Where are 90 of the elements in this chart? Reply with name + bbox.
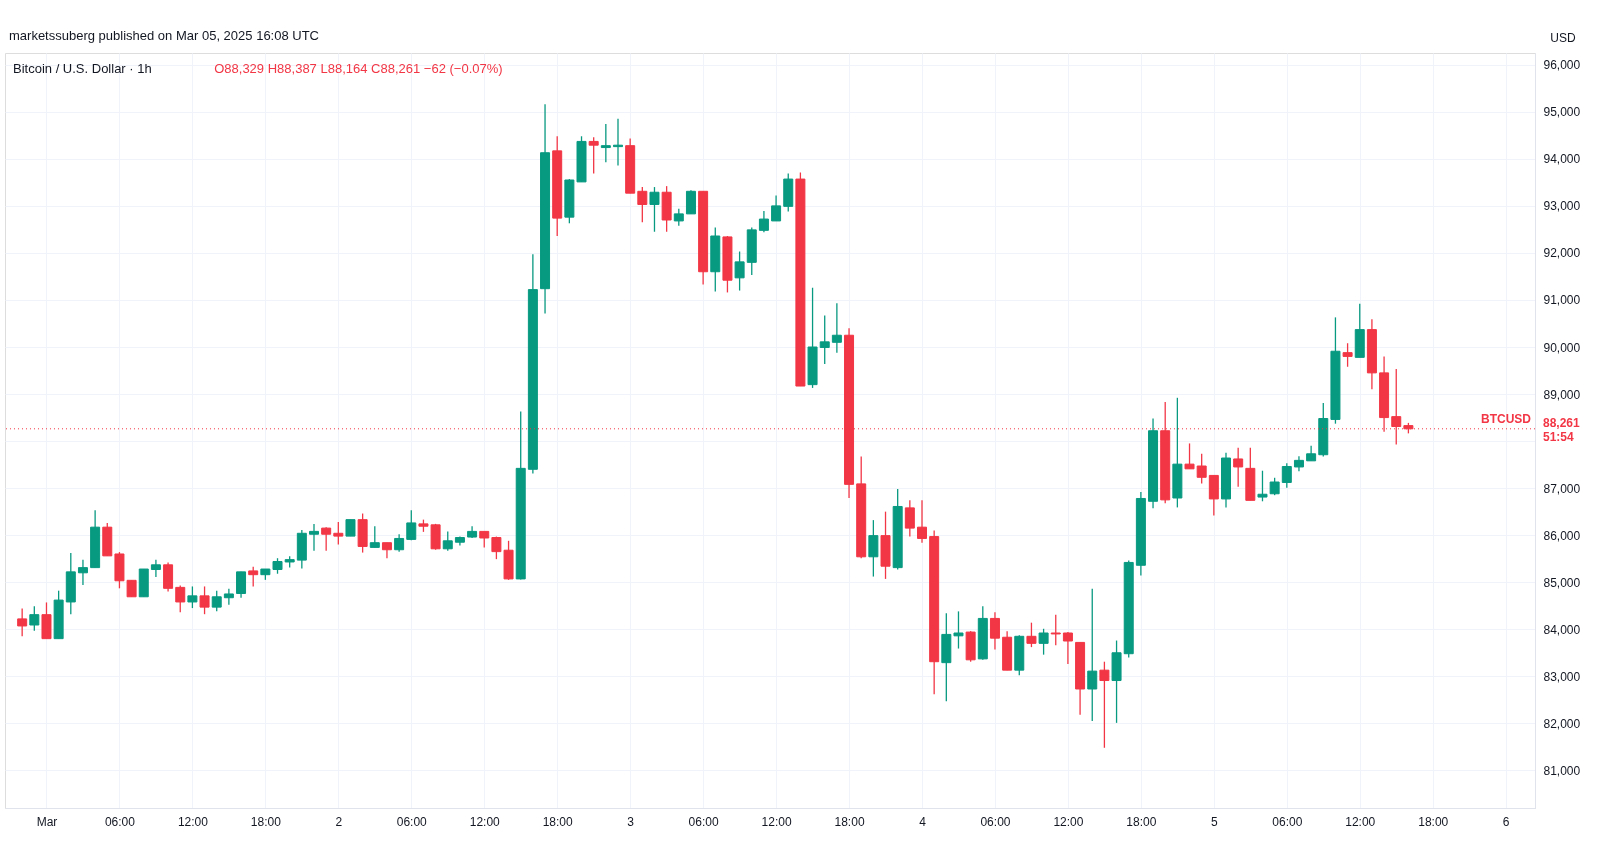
candlestick: [17, 607, 28, 637]
y-tick-label: 92,000: [1543, 246, 1581, 261]
y-tick-label: 81,000: [1543, 763, 1581, 778]
text: marketssuberg published on Mar 05, 2025 16:08 UTC: [9, 28, 320, 43]
candlestick: [236, 571, 247, 599]
candlestick: [77, 558, 88, 586]
candlestick: [1196, 453, 1207, 485]
candlestick: [321, 526, 332, 552]
candlestick: [1087, 588, 1098, 722]
y-tick-label: 86,000: [1543, 528, 1581, 543]
candlestick: [163, 561, 174, 593]
y-tick-label: 93,000: [1543, 199, 1581, 214]
candlestick: [1281, 462, 1292, 489]
text: O88,329 H88,387 L88,164 C88,261 −62 (−0.07%): [214, 61, 503, 76]
candlestick: [1026, 622, 1037, 648]
candlestick: [1184, 442, 1195, 470]
candlestick: [442, 530, 453, 552]
x-tick-label: 4: [919, 814, 927, 829]
x-tick-label: 12:00: [1345, 814, 1376, 829]
x-tick-label: 18:00: [834, 814, 865, 829]
x-tick-label: 12:00: [469, 814, 501, 829]
candlestick: [600, 123, 611, 163]
x-tick-label: 06:00: [1272, 814, 1303, 829]
candlestick: [771, 194, 782, 222]
y-tick-label: 90,000: [1543, 340, 1581, 355]
x-tick-label: 06:00: [980, 814, 1011, 829]
candlestick: [1342, 342, 1353, 368]
x-tick-label: 06:00: [688, 814, 719, 829]
x-tick-label: 12:00: [177, 814, 209, 829]
candlestick: [211, 590, 222, 613]
candlestick: [588, 136, 599, 175]
candlestick: [819, 314, 830, 365]
x-tick-label: 18:00: [250, 814, 282, 829]
y-tick-label: 94,000: [1543, 152, 1581, 167]
candlestick: [1062, 631, 1073, 665]
y-tick-label: 82,000: [1543, 716, 1581, 731]
x-tick-label: 06:00: [104, 814, 136, 829]
candlestick: [150, 558, 161, 578]
candlestick: [637, 186, 648, 223]
ref-line-label: BTCUSD: [1481, 411, 1532, 426]
candlestick: [989, 611, 1000, 651]
x-tick-label: 6: [1502, 814, 1510, 829]
x-tick-label: 3: [627, 814, 635, 829]
candlestick: [1257, 470, 1268, 502]
y-tick-label: 91,000: [1543, 293, 1581, 308]
candlestick: [868, 519, 879, 578]
candlestick: [685, 189, 696, 215]
candlestick: [649, 186, 660, 233]
candlestick: [223, 588, 234, 606]
candlestick: [29, 605, 40, 632]
candlestick: [1208, 474, 1219, 517]
candlestick: [1038, 628, 1049, 656]
candlestick: [175, 584, 186, 613]
x-tick-label: 12:00: [1053, 814, 1084, 829]
candlestick: [917, 499, 927, 544]
text: 51:54: [1543, 429, 1575, 444]
text: Bitcoin / U.S. Dollar · 1h: [13, 61, 152, 76]
y-tick-label: 95,000: [1543, 105, 1581, 120]
candlestick: [187, 585, 198, 609]
candlestick: [369, 525, 380, 549]
candlestick: [734, 250, 745, 292]
candlestick: [758, 210, 769, 233]
x-tick-label: 18:00: [1418, 814, 1449, 829]
x-tick-label: 18:00: [542, 814, 574, 829]
candlestick: [904, 499, 915, 538]
text: 88,261: [1543, 415, 1581, 430]
candlestick: [1233, 447, 1244, 488]
x-tick-label: 5: [1211, 814, 1218, 829]
candlestick: [41, 601, 52, 640]
y-tick-label: 96,000: [1543, 58, 1581, 73]
x-tick-label: 06:00: [396, 814, 428, 829]
x-tick-label: 18:00: [1126, 814, 1157, 829]
candlestick: [406, 509, 417, 541]
y-tick-label: 85,000: [1543, 575, 1581, 590]
y-tick-label: 89,000: [1543, 387, 1581, 402]
x-tick-label: 2: [335, 814, 343, 829]
y-tick-label: 87,000: [1543, 481, 1581, 496]
candlestick: [309, 523, 319, 552]
y-axis-title: USD: [1550, 31, 1576, 45]
candlestick: [333, 521, 344, 546]
candlestick: [953, 610, 964, 650]
candlestick: [1099, 661, 1110, 749]
candlestick: [831, 302, 842, 354]
y-tick-label: 83,000: [1543, 669, 1581, 684]
candlestick: [199, 585, 210, 615]
x-tick-label: Mar: [36, 814, 58, 829]
y-tick-label: 84,000: [1543, 622, 1581, 637]
x-tick-label: 12:00: [761, 814, 792, 829]
candlestick: [1050, 614, 1061, 646]
candlestick: [248, 566, 259, 588]
